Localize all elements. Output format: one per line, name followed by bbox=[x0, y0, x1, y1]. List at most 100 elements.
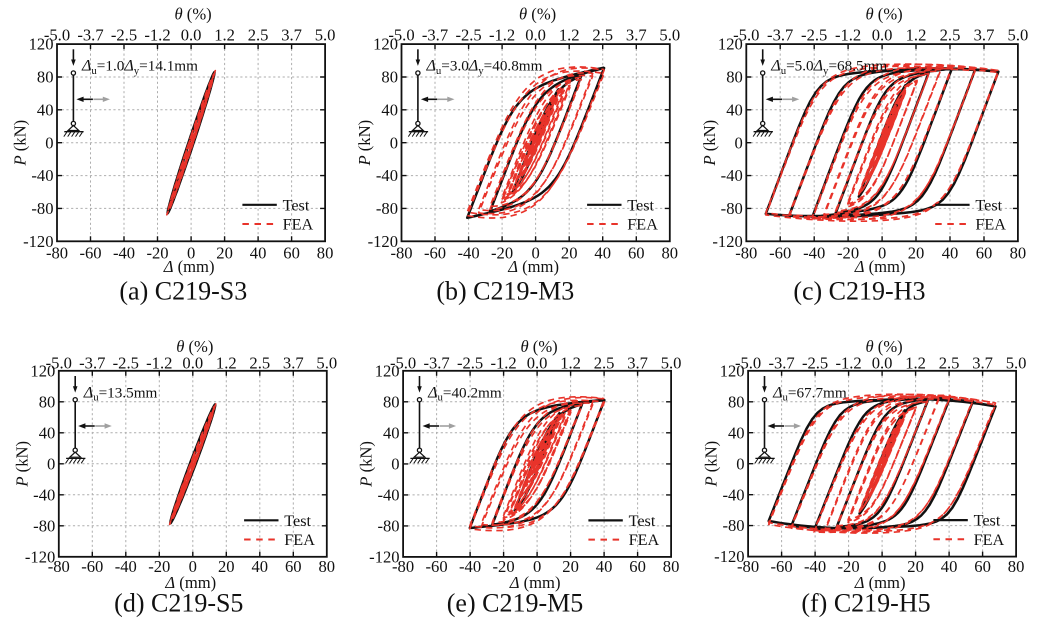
svg-text:3.7: 3.7 bbox=[972, 354, 993, 373]
svg-text:-5.0: -5.0 bbox=[44, 25, 70, 44]
svg-text:40: 40 bbox=[594, 244, 611, 263]
svg-text:-60: -60 bbox=[79, 244, 101, 263]
svg-text:-120: -120 bbox=[714, 547, 744, 566]
svg-text:0: 0 bbox=[187, 244, 195, 263]
svg-text:FEA: FEA bbox=[283, 216, 314, 234]
svg-text:-3.7: -3.7 bbox=[768, 354, 794, 373]
svg-text:-60: -60 bbox=[426, 557, 448, 576]
svg-text:60: 60 bbox=[976, 244, 993, 263]
svg-text:-1.2: -1.2 bbox=[835, 354, 861, 373]
svg-text:-40: -40 bbox=[377, 486, 399, 505]
svg-text:-80: -80 bbox=[721, 199, 743, 218]
svg-text:80: 80 bbox=[39, 392, 56, 411]
svg-text:-1.2: -1.2 bbox=[144, 25, 170, 44]
svg-text:80: 80 bbox=[662, 244, 679, 263]
svg-text:40: 40 bbox=[252, 557, 269, 576]
svg-text:20: 20 bbox=[216, 244, 233, 263]
svg-text:-80: -80 bbox=[390, 244, 412, 263]
svg-text:Δu=40.2mm: Δu=40.2mm bbox=[427, 384, 502, 403]
svg-text:(b) C219-M3: (b) C219-M3 bbox=[436, 276, 574, 305]
svg-text:3.7: 3.7 bbox=[281, 25, 302, 44]
svg-text:80: 80 bbox=[726, 68, 743, 87]
svg-text:-120: -120 bbox=[712, 232, 742, 251]
svg-text:Δ (mm): Δ (mm) bbox=[854, 573, 906, 592]
svg-text:-5.0: -5.0 bbox=[388, 25, 414, 44]
svg-text:-20: -20 bbox=[493, 557, 515, 576]
svg-text:P (kN): P (kN) bbox=[357, 441, 376, 488]
svg-text:(a) C219-S3: (a) C219-S3 bbox=[119, 276, 247, 305]
svg-text:80: 80 bbox=[37, 68, 54, 87]
svg-text:2.5: 2.5 bbox=[594, 354, 615, 373]
svg-text:θ (%): θ (%) bbox=[175, 5, 212, 24]
svg-text:40: 40 bbox=[596, 557, 613, 576]
svg-text:0.0: 0.0 bbox=[527, 354, 548, 373]
svg-text:-20: -20 bbox=[838, 557, 860, 576]
svg-text:3.7: 3.7 bbox=[283, 354, 304, 373]
svg-text:-3.7: -3.7 bbox=[422, 25, 448, 44]
svg-text:80: 80 bbox=[317, 244, 334, 263]
svg-text:-2.5: -2.5 bbox=[113, 354, 139, 373]
svg-text:0: 0 bbox=[47, 454, 55, 473]
svg-text:-1.2: -1.2 bbox=[489, 25, 515, 44]
svg-text:(f) C219-H5: (f) C219-H5 bbox=[801, 588, 930, 617]
svg-text:1.2: 1.2 bbox=[559, 25, 580, 44]
svg-text:80: 80 bbox=[319, 557, 336, 576]
svg-text:Test: Test bbox=[629, 512, 656, 530]
svg-text:40: 40 bbox=[39, 423, 56, 442]
svg-text:0.0: 0.0 bbox=[182, 354, 203, 373]
svg-text:-3.7: -3.7 bbox=[79, 354, 105, 373]
svg-text:0.0: 0.0 bbox=[525, 25, 546, 44]
svg-text:-120: -120 bbox=[25, 547, 55, 566]
svg-text:Δ (mm): Δ (mm) bbox=[164, 573, 216, 592]
svg-text:0.0: 0.0 bbox=[872, 25, 893, 44]
svg-text:-40: -40 bbox=[33, 485, 55, 504]
svg-text:5.0: 5.0 bbox=[1006, 354, 1027, 373]
svg-text:-2.5: -2.5 bbox=[111, 25, 137, 44]
svg-text:0.0: 0.0 bbox=[181, 25, 202, 44]
svg-text:Δu=5.0Δy=68.5mm: Δu=5.0Δy=68.5mm bbox=[770, 58, 887, 77]
svg-text:θ (%): θ (%) bbox=[866, 337, 903, 356]
svg-text:-60: -60 bbox=[769, 244, 791, 263]
svg-text:5.0: 5.0 bbox=[315, 25, 336, 44]
svg-text:-5.0: -5.0 bbox=[46, 354, 72, 373]
svg-text:3.7: 3.7 bbox=[974, 25, 995, 44]
svg-text:Test: Test bbox=[975, 196, 1002, 214]
svg-text:-2.5: -2.5 bbox=[455, 25, 481, 44]
svg-text:-20: -20 bbox=[148, 557, 170, 576]
svg-text:0: 0 bbox=[878, 557, 886, 576]
svg-text:Test: Test bbox=[627, 196, 654, 214]
svg-text:5.0: 5.0 bbox=[661, 354, 682, 373]
svg-text:0: 0 bbox=[736, 454, 744, 473]
svg-text:2.5: 2.5 bbox=[940, 25, 961, 44]
svg-text:-5.0: -5.0 bbox=[733, 25, 759, 44]
svg-text:θ (%): θ (%) bbox=[519, 5, 556, 24]
svg-text:3.7: 3.7 bbox=[627, 354, 648, 373]
svg-text:-40: -40 bbox=[31, 166, 53, 185]
svg-text:0: 0 bbox=[45, 133, 53, 152]
svg-text:-40: -40 bbox=[804, 557, 826, 576]
svg-text:(c) C219-H3: (c) C219-H3 bbox=[793, 276, 925, 305]
svg-text:-20: -20 bbox=[491, 244, 513, 263]
svg-text:-40: -40 bbox=[115, 557, 137, 576]
svg-text:P (kN): P (kN) bbox=[355, 120, 374, 167]
svg-text:0: 0 bbox=[189, 557, 197, 576]
svg-text:FEA: FEA bbox=[627, 216, 658, 234]
svg-text:40: 40 bbox=[726, 100, 743, 119]
svg-text:FEA: FEA bbox=[975, 216, 1006, 234]
svg-text:-2.5: -2.5 bbox=[457, 354, 483, 373]
svg-text:5.0: 5.0 bbox=[1008, 25, 1029, 44]
svg-text:-80: -80 bbox=[33, 516, 55, 535]
svg-text:-2.5: -2.5 bbox=[802, 354, 828, 373]
svg-text:0: 0 bbox=[878, 244, 886, 263]
svg-text:5.0: 5.0 bbox=[316, 354, 337, 373]
svg-text:20: 20 bbox=[218, 557, 235, 576]
svg-text:40: 40 bbox=[37, 100, 54, 119]
svg-text:2.5: 2.5 bbox=[592, 25, 613, 44]
svg-text:-3.7: -3.7 bbox=[77, 25, 103, 44]
svg-text:20: 20 bbox=[907, 557, 924, 576]
svg-text:1.2: 1.2 bbox=[905, 354, 926, 373]
svg-text:-80: -80 bbox=[46, 244, 68, 263]
svg-text:P (kN): P (kN) bbox=[702, 441, 721, 488]
svg-text:120: 120 bbox=[720, 361, 745, 380]
svg-text:Δu=67.7mm: Δu=67.7mm bbox=[772, 384, 847, 403]
